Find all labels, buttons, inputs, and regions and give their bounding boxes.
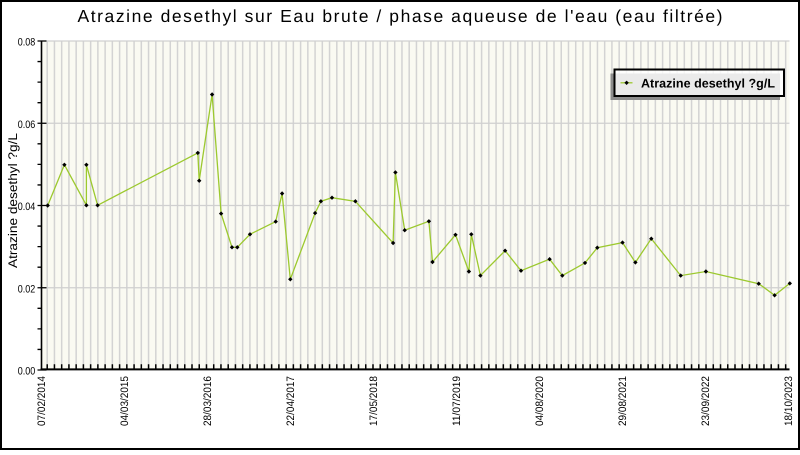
svg-text:07/02/2014: 07/02/2014 [36,376,48,426]
svg-text:23/09/2022: 23/09/2022 [700,376,712,426]
svg-text:0.02: 0.02 [18,283,36,295]
svg-text:29/08/2021: 29/08/2021 [617,376,629,426]
svg-text:17/05/2018: 17/05/2018 [368,376,380,426]
svg-text:22/04/2017: 22/04/2017 [285,376,297,426]
svg-text:0.04: 0.04 [18,201,36,213]
svg-text:Atrazine desethyl sur Eau brut: Atrazine desethyl sur Eau brute / phase … [78,6,723,26]
svg-text:Atrazine desethyl ?g/L: Atrazine desethyl ?g/L [6,133,20,268]
svg-text:0.08: 0.08 [18,37,36,49]
svg-text:Atrazine desethyl ?g/L: Atrazine desethyl ?g/L [641,77,775,91]
svg-text:18/10/2023: 18/10/2023 [783,376,795,426]
svg-text:04/08/2020: 04/08/2020 [534,376,546,426]
svg-text:28/03/2016: 28/03/2016 [202,376,214,426]
svg-text:0.00: 0.00 [18,366,36,378]
svg-text:11/07/2019: 11/07/2019 [451,376,463,426]
svg-text:0.06: 0.06 [18,119,36,131]
svg-text:04/03/2015: 04/03/2015 [119,376,131,426]
